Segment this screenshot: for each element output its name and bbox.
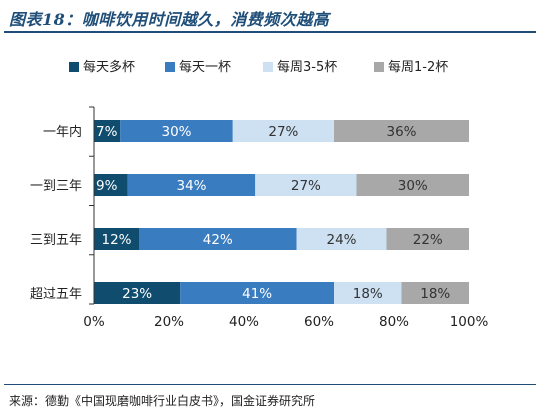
category-label-一年内: 一年内 <box>43 124 82 140</box>
x-tick-label-0: 0% <box>83 314 105 330</box>
data-label-超过五年-每天多杯: 23% <box>122 286 152 302</box>
title-rule <box>4 31 536 33</box>
chart-axes <box>89 106 95 305</box>
x-tick-label-1: 20% <box>154 314 184 330</box>
bar-超过五年-每天多杯 <box>94 282 181 304</box>
bar-一年内-每周3-5杯 <box>232 120 334 142</box>
data-label-一年内-每天多杯: 7% <box>96 124 118 140</box>
data-label-超过五年-每天一杯: 41% <box>242 286 272 302</box>
bar-一到三年-每周1-2杯 <box>356 174 469 196</box>
data-label-超过五年-每周1-2杯: 18% <box>420 286 450 302</box>
category-label-一到三年: 一到三年 <box>30 179 82 194</box>
bar-超过五年-每周1-2杯 <box>401 282 469 304</box>
bar-一到三年-每周3-5杯 <box>255 174 357 196</box>
data-label-一到三年-每周3-5杯: 27% <box>291 178 321 194</box>
source-rule <box>4 384 536 385</box>
bar-一年内-每天多杯 <box>94 120 121 142</box>
data-label-超过五年-每周3-5杯: 18% <box>353 286 383 302</box>
data-label-一到三年-每天多杯: 9% <box>96 178 118 194</box>
bar-超过五年-每天一杯 <box>180 282 334 304</box>
stacked-bar-chart: 每天多杯 每天一杯 每周3-5杯 每周1-2杯 7% 30% 27% 36% 9% 34% 27%… <box>30 59 488 330</box>
data-label-三到五年-每周3-5杯: 24% <box>326 232 356 248</box>
data-label-一年内-每天一杯: 30% <box>161 124 191 140</box>
x-tick-label-3: 60% <box>304 314 334 330</box>
data-label-三到五年-每天多杯: 12% <box>101 232 131 248</box>
bar-三到五年-每周3-5杯 <box>296 228 387 250</box>
x-tick-label-2: 40% <box>229 314 259 330</box>
source-note: 来源：德勤《中国现磨咖啡行业白皮书》，国金证券研究所 <box>9 394 316 408</box>
chart-bars: 7% 30% 27% 36% 9% 34% 27% 30% 12% 42% 24% 22% 23% 41%… <box>94 120 469 304</box>
legend-swatch-3 <box>374 62 384 72</box>
data-label-一到三年-每周1-2杯: 30% <box>398 178 428 194</box>
data-label-三到五年-每天一杯: 42% <box>203 232 233 248</box>
bar-一到三年-每天一杯 <box>127 174 256 196</box>
bar-三到五年-每天一杯 <box>139 228 297 250</box>
bar-一年内-每周1-2杯 <box>334 120 469 142</box>
legend-label-每周3-5杯: 每周3-5杯 <box>277 59 337 75</box>
x-tick-label-4: 80% <box>379 314 409 330</box>
bar-一到三年-每天多杯 <box>94 174 128 196</box>
bar-一年内-每天一杯 <box>120 120 233 142</box>
figure-title: 图表18：咖啡饮用时间越久，消费频次越高 <box>9 10 330 29</box>
data-label-三到五年-每周1-2杯: 22% <box>413 232 443 248</box>
data-label-一到三年-每天一杯: 34% <box>176 178 206 194</box>
bar-超过五年-每周3-5杯 <box>334 282 402 304</box>
legend-swatch-2 <box>263 62 273 72</box>
legend-label-每周1-2杯: 每周1-2杯 <box>388 59 448 75</box>
legend-label-每天一杯: 每天一杯 <box>179 59 231 75</box>
x-tick-label-5: 100% <box>450 314 489 330</box>
data-label-一年内-每周1-2杯: 36% <box>386 124 416 140</box>
legend-label-每天多杯: 每天多杯 <box>83 59 135 75</box>
bar-三到五年-每天多杯 <box>94 228 139 250</box>
legend-swatch-1 <box>165 62 175 72</box>
data-label-一年内-每周3-5杯: 27% <box>268 124 298 140</box>
legend-swatch-0 <box>69 62 79 72</box>
bar-三到五年-每周1-2杯 <box>386 228 469 250</box>
category-label-超过五年: 超过五年 <box>30 287 82 302</box>
category-label-三到五年: 三到五年 <box>30 233 82 248</box>
x-tick-labels: 0% 20% 40% 60% 80% 100% <box>83 314 488 330</box>
chart-legend: 每天多杯 每天一杯 每周3-5杯 每周1-2杯 <box>69 59 448 75</box>
